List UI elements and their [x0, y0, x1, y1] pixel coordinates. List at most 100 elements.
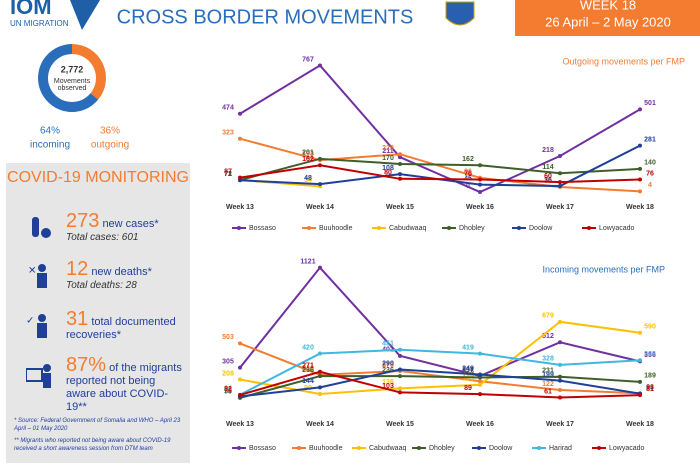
covid-title: COVID-19 MONITORING [7, 169, 189, 186]
series-line [239, 320, 641, 395]
data-label: 136 [382, 379, 394, 386]
series-line [239, 157, 641, 182]
point [238, 111, 242, 116]
data-label: 193 [302, 151, 314, 158]
data-label: 236 [382, 367, 394, 374]
icon-recovery: ✓ [26, 314, 47, 338]
cases-total: Total cases: 601 [66, 232, 139, 243]
data-label: 36 [544, 177, 552, 184]
icon-test [32, 217, 51, 238]
data-label: 165 [462, 376, 474, 383]
data-label: 249 [462, 365, 474, 372]
point [398, 161, 402, 166]
point [558, 154, 562, 159]
week: WEEK 18 [580, 0, 636, 12]
legend-marker [377, 226, 381, 230]
legend-marker [537, 446, 541, 450]
data-label: 281 [644, 136, 656, 143]
data-label: 34 [304, 177, 312, 184]
point [638, 143, 642, 148]
data-label: 0 [466, 183, 470, 190]
x-tick-label: Week 17 [546, 421, 574, 428]
icon-death: ✕ [28, 264, 47, 288]
point [318, 265, 322, 270]
data-label: 81 [646, 386, 654, 393]
crest [445, 1, 475, 26]
point [638, 166, 642, 171]
data-label: 89 [464, 385, 472, 392]
legend-label: Lowyacado [609, 445, 645, 452]
data-label: 87 [224, 168, 232, 175]
data-label: 93 [646, 384, 654, 391]
point [638, 107, 642, 112]
icon-awareness [26, 364, 51, 388]
series-line [239, 164, 641, 184]
logo-sub: UN MIGRATION [10, 19, 69, 28]
legend-marker [417, 446, 421, 450]
data-label: 201 [302, 150, 314, 157]
point [318, 63, 322, 68]
legend-marker [307, 226, 311, 230]
legend-label: Lowyacado [599, 225, 635, 232]
data-label: 503 [222, 334, 234, 341]
donut-slice [38, 44, 99, 112]
data-label: 108 [382, 165, 394, 172]
note: * Source: Federal Government of Somalia … [14, 418, 181, 432]
legend-label: Buuhoodle [319, 225, 353, 232]
point [398, 374, 402, 379]
legend-label: Cabudwaaq [369, 445, 406, 452]
point [638, 177, 642, 182]
point [558, 171, 562, 176]
donut-category: outgoing [91, 140, 129, 151]
point [558, 362, 562, 367]
data-label: 419 [462, 345, 474, 352]
data-label: 4 [648, 182, 652, 189]
point [558, 319, 562, 324]
data-label: 211 [382, 148, 393, 155]
point [238, 365, 242, 370]
point [318, 385, 322, 390]
data-label: 218 [542, 147, 554, 154]
data-label: 58 [224, 389, 232, 396]
point [398, 155, 402, 160]
legend-marker [237, 446, 241, 450]
recoveries-number: 31 [66, 308, 89, 330]
point [558, 378, 562, 383]
data-label: 60 [544, 173, 552, 180]
x-tick-label: Week 16 [466, 421, 494, 428]
cases-number: 273 [66, 210, 100, 232]
point [478, 163, 482, 168]
legend-label: Harirad [549, 445, 572, 452]
data-label: 86 [464, 169, 472, 176]
point [638, 330, 642, 335]
point [478, 382, 482, 387]
title: CROSS BORDER MOVEMENTS [117, 6, 414, 28]
point [318, 351, 322, 356]
data-label: 199 [542, 371, 554, 378]
svg-text:✕: ✕ [28, 266, 36, 277]
donut-category: incoming [30, 140, 70, 151]
point [238, 392, 242, 397]
covid-panel: COVID-19 MONITORING 273 new cases* Total … [6, 163, 190, 463]
data-label: 194 [462, 372, 474, 379]
legend-marker [477, 446, 481, 450]
x-tick-label: Week 14 [306, 204, 334, 211]
point [638, 393, 642, 398]
data-label: 290 [382, 360, 394, 367]
data-label: 189 [644, 373, 656, 380]
point [638, 189, 642, 194]
legend-marker [297, 446, 301, 450]
series-line [239, 137, 641, 193]
x-tick-label: Week 17 [546, 204, 574, 211]
series-line [239, 348, 641, 396]
point [478, 351, 482, 356]
point [238, 175, 242, 180]
x-tick-label: Week 15 [386, 204, 414, 211]
deaths-text: new deaths* [91, 266, 152, 278]
point [478, 379, 482, 384]
legend-marker [237, 226, 241, 230]
point [558, 180, 562, 185]
legend-label: Dhobley [459, 225, 485, 232]
